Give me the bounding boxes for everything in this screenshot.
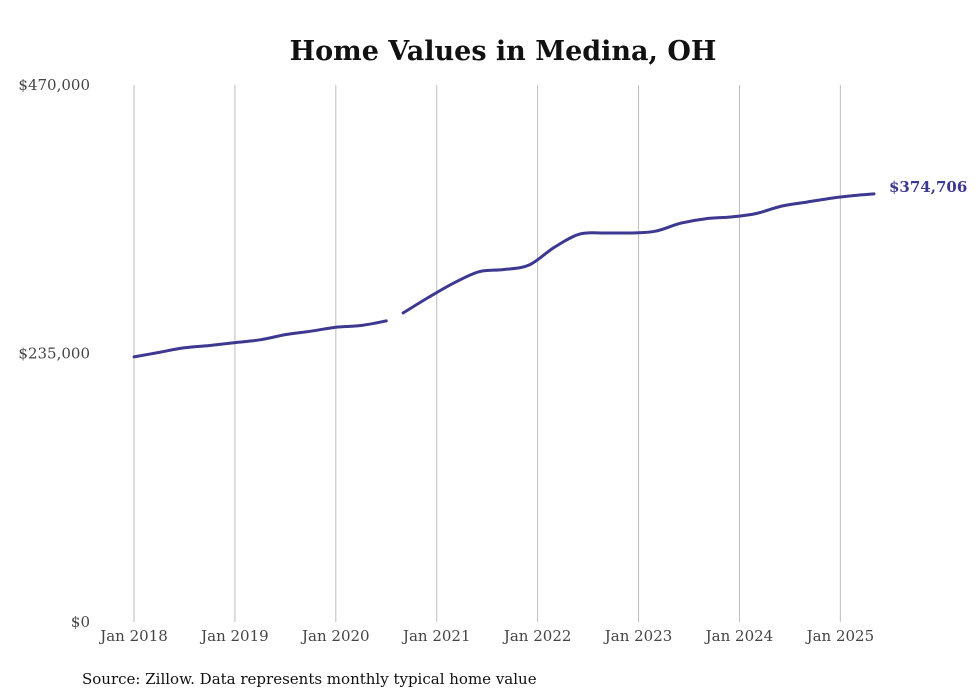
x-tick-label: Jan 2022 [502,627,572,645]
y-tick-label: $235,000 [18,345,90,363]
source-note: Source: Zillow. Data represents monthly … [82,670,537,688]
series-line-segment [132,319,388,359]
y-tick-label: $470,000 [18,76,90,94]
x-tick-label: Jan 2021 [401,627,471,645]
x-tick-label: Jan 2018 [98,627,168,645]
series-line-segment [401,192,876,315]
x-tick-label: Jan 2019 [199,627,269,645]
series-group [132,192,876,359]
end-value-label: $374,706 [889,178,967,196]
chart-title: Home Values in Medina, OH [290,36,717,67]
x-tick-label: Jan 2024 [704,627,774,645]
x-tick-label: Jan 2020 [300,627,370,645]
y-tick-label: $0 [71,613,90,631]
x-axis: Jan 2018 Jan 2019 Jan 2020 Jan 2021 Jan 2022… [98,627,874,645]
y-axis: $0 $235,000 $470,000 [18,76,90,631]
x-tick-label: Jan 2025 [805,627,875,645]
gridlines [133,85,841,622]
x-tick-label: Jan 2023 [603,627,673,645]
